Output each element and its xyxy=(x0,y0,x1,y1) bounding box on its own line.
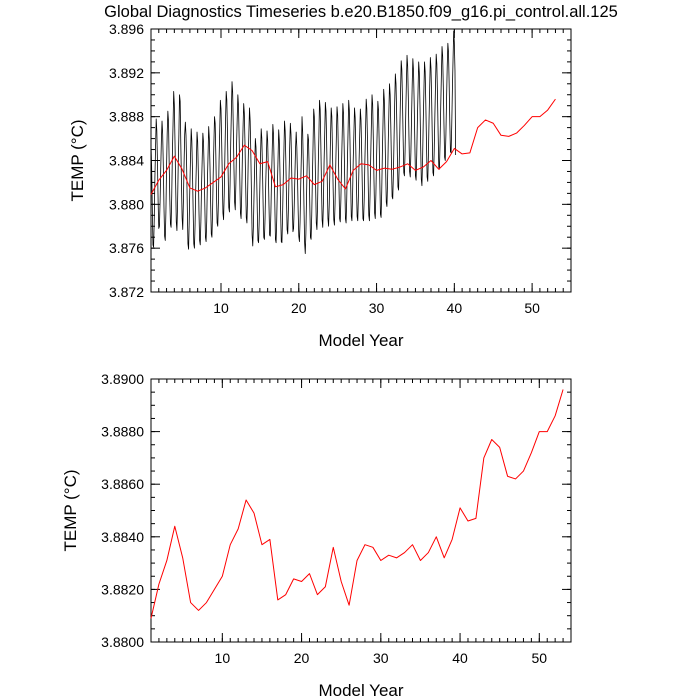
top-series-annual-line xyxy=(150,98,556,195)
bottom-axes: 10 20 30 40 50 3.8800 3.8820 3.8840 3.8860 3.8880… xyxy=(101,371,572,666)
bottom-panel: 10 20 30 40 50 3.8800 3.8820 3.8840 3.8860 3.8880… xyxy=(61,371,572,700)
bottom-x-tick-label: 10 xyxy=(215,650,231,666)
bottom-series xyxy=(150,389,564,619)
bottom-x-axis-label: Model Year xyxy=(318,681,403,700)
bottom-y-tick-label: 3.8860 xyxy=(101,476,144,492)
top-x-axis-label: Model Year xyxy=(318,331,403,350)
bottom-y-tick-label: 3.8840 xyxy=(101,529,144,545)
chart-title: Global Diagnostics Timeseries b.e20.B185… xyxy=(104,3,618,21)
top-series-monthly-line xyxy=(150,30,457,255)
bottom-y-tick-label: 3.8880 xyxy=(101,424,144,440)
top-y-tick-label: 3.896 xyxy=(109,21,144,37)
top-y-axis-label: TEMP (°C) xyxy=(68,119,87,201)
bottom-y-tick-label: 3.8900 xyxy=(101,371,144,387)
top-y-tick-label: 3.872 xyxy=(109,284,144,300)
top-x-tick-label: 40 xyxy=(447,300,463,316)
top-y-tick-label: 3.884 xyxy=(109,153,144,169)
top-x-tick-label: 10 xyxy=(213,300,229,316)
top-y-tick-label: 3.876 xyxy=(109,240,144,256)
top-axes: 10 20 30 40 50 3.872 3.876 3.880 3.884 3.888 3.892… xyxy=(109,21,572,316)
top-y-tick-label: 3.892 xyxy=(109,65,144,81)
bottom-plot-frame xyxy=(150,378,572,643)
bottom-y-tick-label: 3.8800 xyxy=(101,634,144,650)
top-y-tick-label: 3.880 xyxy=(109,196,144,212)
top-x-tick-label: 20 xyxy=(291,300,307,316)
bottom-series-annual-line xyxy=(150,389,564,619)
bottom-x-tick-label: 50 xyxy=(532,650,548,666)
bottom-y-axis-label: TEMP (°C) xyxy=(61,469,80,551)
bottom-x-tick-label: 30 xyxy=(373,650,389,666)
top-series xyxy=(150,30,556,255)
top-panel: 10 20 30 40 50 3.872 3.876 3.880 3.884 3.888 3.892… xyxy=(68,21,572,350)
top-x-tick-label: 50 xyxy=(524,300,540,316)
top-y-tick-label: 3.888 xyxy=(109,109,144,125)
bottom-x-tick-label: 40 xyxy=(452,650,468,666)
bottom-y-tick-label: 3.8820 xyxy=(101,581,144,597)
bottom-x-tick-label: 20 xyxy=(294,650,310,666)
top-x-tick-label: 30 xyxy=(369,300,385,316)
top-plot-frame xyxy=(150,28,572,293)
